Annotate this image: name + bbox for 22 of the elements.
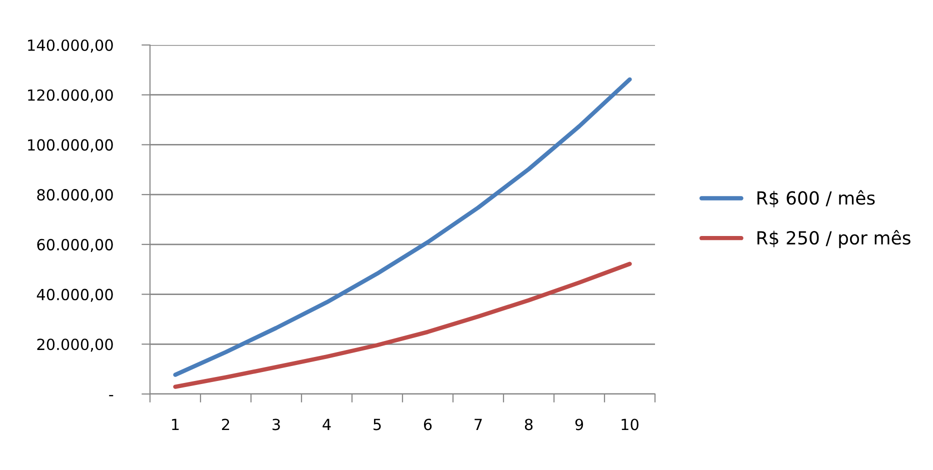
y-tick-label: 80.000,00 xyxy=(37,189,113,202)
x-tick-label: 2 xyxy=(222,418,230,430)
x-tick-label: 7 xyxy=(474,418,482,430)
y-tick-label: 60.000,00 xyxy=(37,238,113,252)
x-tick-label: 6 xyxy=(424,418,432,430)
x-tick-label: 3 xyxy=(272,418,280,430)
line-series xyxy=(173,77,632,377)
legend-label: R$ 600 / mês xyxy=(757,190,875,208)
legend-label: R$ 250 / por mês xyxy=(757,230,910,248)
x-tick-label: 1 xyxy=(172,418,179,430)
x-tick-label: 10 xyxy=(622,418,638,430)
x-tick-label: 8 xyxy=(524,418,533,430)
y-tick-label: 20.000,00 xyxy=(37,338,113,352)
y-tick-label: 100.000,00 xyxy=(28,139,113,152)
y-tick-label: - xyxy=(109,395,114,396)
x-tick-label: 9 xyxy=(575,418,584,430)
x-tick-label: 5 xyxy=(374,418,381,430)
y-tick-label: 120.000,00 xyxy=(28,89,113,102)
y-tick-label: 40.000,00 xyxy=(36,288,113,302)
line-series xyxy=(173,262,632,389)
y-tick-label: 140.000,00 xyxy=(28,39,113,53)
x-tick-label: 4 xyxy=(322,418,331,430)
